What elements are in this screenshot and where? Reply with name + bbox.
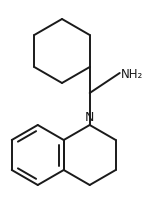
Text: NH₂: NH₂: [121, 67, 143, 80]
Text: N: N: [85, 110, 94, 123]
